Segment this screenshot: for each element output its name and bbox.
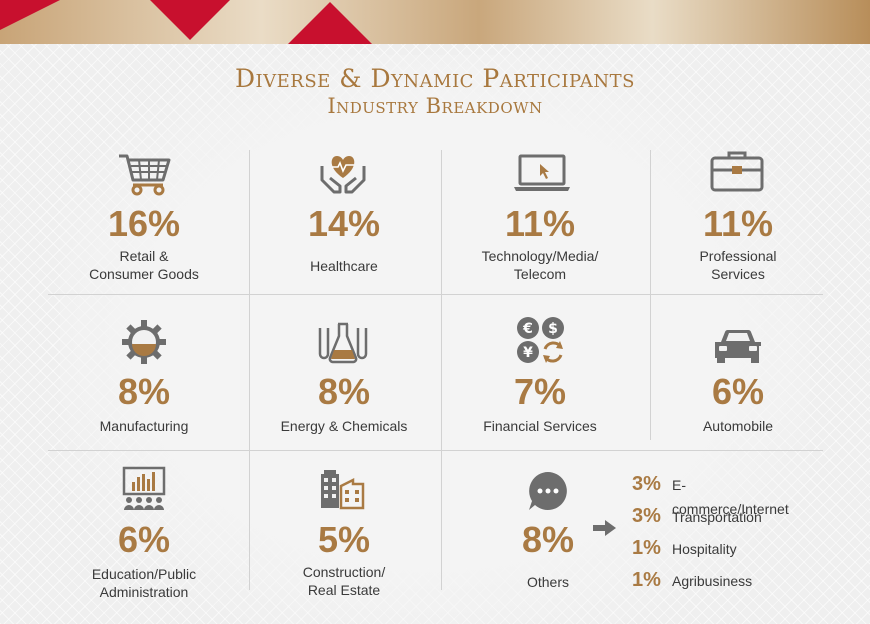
industry-label: Energy & Chemicals [280,418,408,434]
grid-divider [249,150,250,590]
svg-text:€: € [522,321,533,337]
industry-percentage: 6% [711,371,765,412]
breakdown-percentage: 3% [632,473,661,495]
others-label: Others [526,574,569,590]
industry-percentage: 8% [317,371,371,412]
breakdown-label: Agribusiness [672,573,753,589]
page-subtitle: Industry Breakdown [327,94,543,118]
industry-percentage: 11% [504,203,576,244]
industry-label: Professional [699,248,777,264]
industry-label: Retail & [119,248,169,264]
grid-divider [48,294,823,295]
grid-divider [48,450,823,451]
industry-percentage: 11% [702,203,774,244]
industry-label: Telecom [513,266,567,282]
heart-hands-icon [320,156,366,194]
industry-label: Administration [99,584,189,600]
industry-label: Healthcare [310,258,378,274]
industry-label: Financial Services [483,418,597,434]
grid-divider [650,150,651,440]
red-triangles-decoration [0,0,372,44]
breakdown-label: Hospitality [672,541,737,557]
industry-percentage: 16% [107,203,181,244]
currency-icon: € $ ¥ [517,317,564,363]
page-title: Diverse & Dynamic Participants [235,64,635,93]
arrow-right-icon [593,520,616,536]
industry-label: Automobile [702,418,774,434]
others-percentage: 8% [521,519,575,560]
industry-percentage: 5% [317,519,371,560]
industry-label: Services [711,266,765,282]
presentation-icon [122,466,166,510]
industry-label: Real Estate [307,582,381,598]
gear-icon [122,320,166,364]
decorative-top-band [0,0,870,44]
buildings-icon [321,470,365,510]
breakdown-percentage: 1% [632,537,661,559]
svg-text:$: $ [548,321,558,337]
industry-percentage: 6% [117,519,171,560]
flask-icon [318,322,368,364]
industry-label: Education/Public [91,566,197,582]
breakdown-label: Transportation [672,509,762,525]
laptop-icon [514,154,570,191]
breakdown-percentage: 1% [632,569,661,591]
car-icon [715,329,761,363]
industry-label: Construction/ [302,564,386,580]
industry-percentage: 14% [307,203,381,244]
industry-percentage: 8% [117,371,171,412]
svg-text:¥: ¥ [523,345,533,361]
industry-percentage: 7% [513,371,567,412]
industry-label: Technology/Media/ [481,248,599,264]
grid-divider [441,150,442,590]
shopping-cart-icon [119,154,171,196]
briefcase-icon [710,151,764,192]
industry-label: Consumer Goods [89,266,199,282]
background-fade [60,55,810,624]
breakdown-percentage: 3% [632,505,661,527]
chat-bubble-icon [529,472,567,510]
breakdown-label: E-commerce/Internet [672,477,789,517]
industry-label: Manufacturing [99,418,189,434]
